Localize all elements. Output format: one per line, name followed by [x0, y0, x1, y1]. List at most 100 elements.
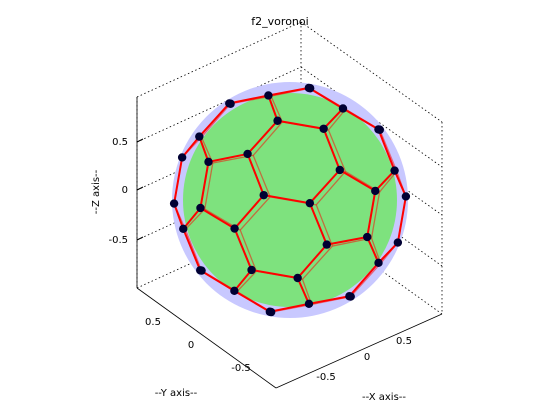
voronoi-edge — [308, 295, 350, 305]
y-tick-label: 0.5 — [145, 317, 161, 328]
voronoi-edge — [322, 107, 344, 130]
voronoi-edge — [296, 277, 310, 305]
voronoi-edge — [199, 207, 236, 230]
voronoi-edge-back — [370, 191, 381, 239]
voronoi-vertex — [195, 132, 204, 141]
voronoi-vertex — [304, 83, 314, 93]
z-tick-label: 0.5 — [112, 137, 128, 148]
voronoi-edge — [366, 236, 380, 264]
x-tick-label: 0 — [364, 352, 370, 363]
y-tick-label: -0.5 — [231, 363, 251, 374]
voronoi-edge — [198, 136, 210, 163]
x-axis-label: --X axis-- — [362, 392, 406, 403]
voronoi-edge — [182, 207, 202, 230]
voronoi-vertex — [335, 165, 344, 175]
back-top-right — [300, 21, 443, 123]
voronoi-edge — [309, 169, 341, 204]
voronoi-vertex — [169, 199, 179, 208]
voronoi-edge — [377, 129, 396, 171]
voronoi-edge-back — [379, 129, 398, 172]
voronoi-edge — [173, 203, 185, 230]
voronoi-edge-back — [200, 103, 232, 138]
y-tick-label: 0 — [188, 340, 194, 351]
voronoi-edge — [339, 169, 376, 192]
voronoi-vertex — [226, 99, 235, 108]
voronoi-vertex — [345, 292, 354, 301]
voronoi-edge — [342, 107, 379, 131]
voronoi-edge — [233, 194, 265, 230]
z-tick-mark — [136, 186, 144, 191]
voronoi-edge — [233, 269, 253, 292]
voronoi-edge — [251, 268, 298, 279]
y-axis-line — [136, 287, 277, 389]
grid-right-z-05 — [300, 66, 443, 168]
voronoi-vertex — [363, 232, 372, 242]
voronoi-edge — [277, 119, 324, 130]
voronoi-vertex — [338, 104, 348, 113]
voronoi-vertex — [371, 186, 380, 196]
voronoi-vertex — [204, 157, 213, 167]
voronoi-edge — [348, 262, 380, 297]
voronoi-vertex — [273, 116, 282, 125]
x-tick-label: -0.5 — [316, 372, 336, 383]
z-ticks: 0.5 0 -0.5 — [108, 137, 144, 246]
voronoi-edge-back — [184, 208, 206, 230]
voronoi-edge — [229, 94, 269, 105]
voronoi-vertex — [264, 91, 273, 100]
voronoi-edge — [233, 228, 253, 271]
voronoi-edge — [246, 120, 279, 155]
voronoi-vertex — [393, 238, 403, 247]
voronoi-edge-back — [301, 245, 333, 280]
x-axis-line — [275, 313, 443, 389]
voronoi-edge — [173, 157, 184, 204]
voronoi-edge — [396, 196, 407, 243]
voronoi-edge — [308, 202, 328, 245]
voronoi-edge — [181, 135, 201, 159]
voronoi-vertex — [247, 265, 256, 275]
voronoi-edge — [268, 86, 310, 97]
voronoi-edge — [326, 236, 368, 246]
voronoi-edge — [263, 194, 310, 205]
voronoi-vertex — [230, 286, 239, 296]
voronoi-edge — [267, 95, 279, 122]
y-axis-label: --Y axis-- — [155, 388, 198, 399]
voronoi-vertex — [196, 203, 205, 213]
voronoi-edge-back — [315, 171, 346, 206]
voronoi-vertex — [374, 125, 383, 134]
voronoi-vertex — [305, 198, 315, 208]
chart-title: f2_voronoi — [251, 15, 308, 28]
voronoi-edge — [198, 102, 231, 138]
voronoi-edge-back — [327, 129, 347, 172]
voronoi-edge — [322, 128, 341, 171]
voronoi-vertex — [197, 266, 206, 275]
voronoi-edge-back — [184, 229, 203, 271]
voronoi-edge — [199, 161, 210, 209]
z-tick-label: 0 — [122, 185, 128, 196]
voronoi-edge-back — [236, 270, 257, 292]
voronoi-edge — [269, 302, 310, 313]
z-tick-label: -0.5 — [108, 235, 128, 246]
voronoi-edge-back — [315, 204, 334, 247]
voronoi-edge — [393, 170, 407, 197]
voronoi-vertex — [293, 273, 302, 283]
voronoi-vertex — [319, 124, 328, 133]
voronoi-edge-back — [252, 155, 271, 198]
voronoi-edge — [246, 153, 265, 196]
x-ticks: -0.5 0 0.5 — [316, 336, 412, 383]
voronoi-edge-back — [350, 262, 382, 298]
voronoi-edge — [208, 152, 248, 163]
z-axis-label: --Z axis-- — [91, 169, 102, 214]
voronoi-vertex — [179, 224, 188, 234]
voronoi-edge — [296, 243, 328, 279]
z-tick-mark — [136, 138, 144, 143]
voronoi-edge-back — [270, 95, 283, 123]
voronoi-vertex — [177, 153, 187, 162]
y-ticks: 0.5 0 -0.5 — [145, 317, 251, 374]
voronoi-edge-back — [204, 162, 214, 210]
voronoi-vertex — [390, 166, 399, 175]
voronoi-edge — [374, 169, 396, 192]
voronoi-vertex — [304, 299, 314, 309]
voronoi-edge-back — [239, 229, 257, 272]
voronoi-vertex — [243, 149, 252, 159]
